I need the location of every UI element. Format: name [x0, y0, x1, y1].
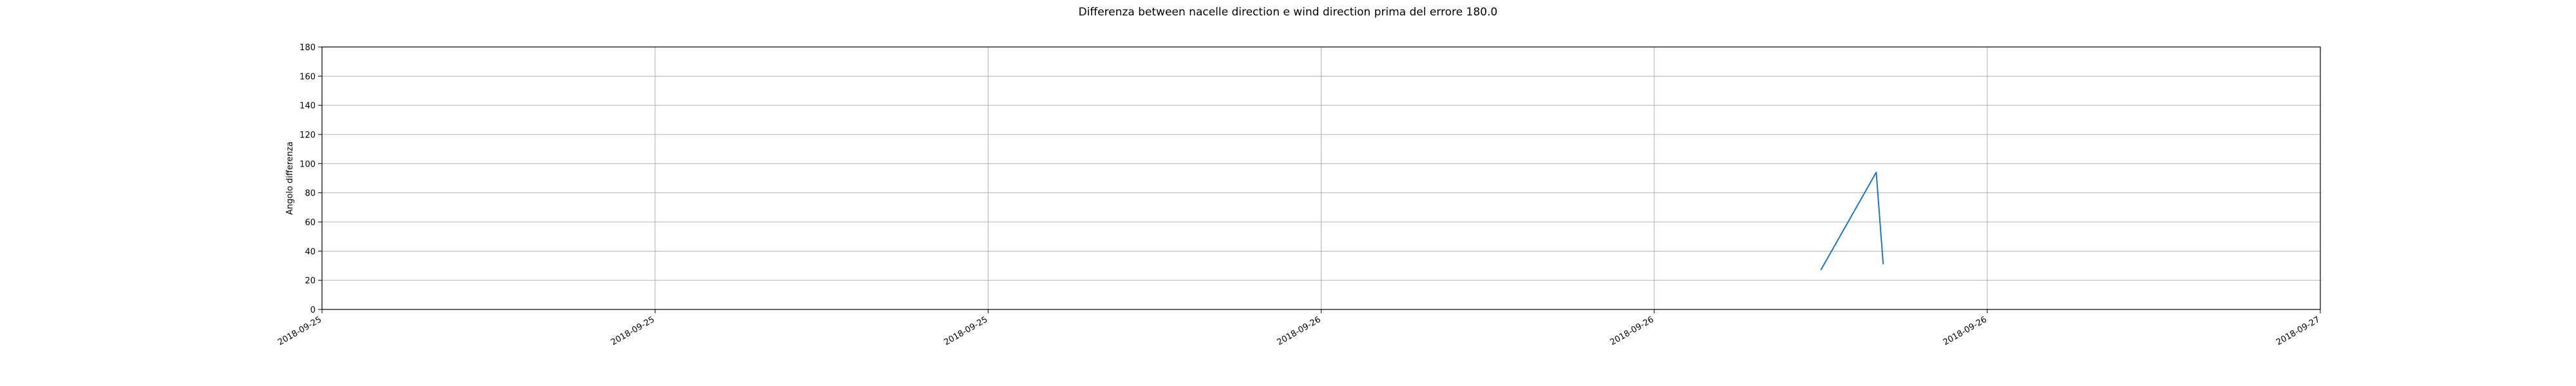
y-tick-label: 60	[305, 218, 316, 228]
series-line	[1820, 171, 1884, 271]
y-tick-label: 20	[305, 277, 316, 286]
y-tick-label: 140	[299, 102, 316, 111]
y-tick-label: 100	[299, 160, 316, 169]
y-tick-label: 80	[305, 189, 316, 199]
y-tick-label: 160	[299, 72, 316, 82]
y-tick-label: 40	[305, 247, 316, 257]
y-tick-label: 0	[310, 306, 316, 315]
y-axis: 0 20 40 60 80 100 120 140 160 180	[299, 43, 322, 315]
series-layer	[1820, 171, 1884, 271]
y-axis-label: Angolo differenza	[285, 142, 295, 215]
y-tick-label: 120	[299, 131, 316, 140]
y-tick-label: 180	[299, 43, 316, 53]
chart-title: Differenza between nacelle direction e w…	[1079, 6, 1498, 19]
